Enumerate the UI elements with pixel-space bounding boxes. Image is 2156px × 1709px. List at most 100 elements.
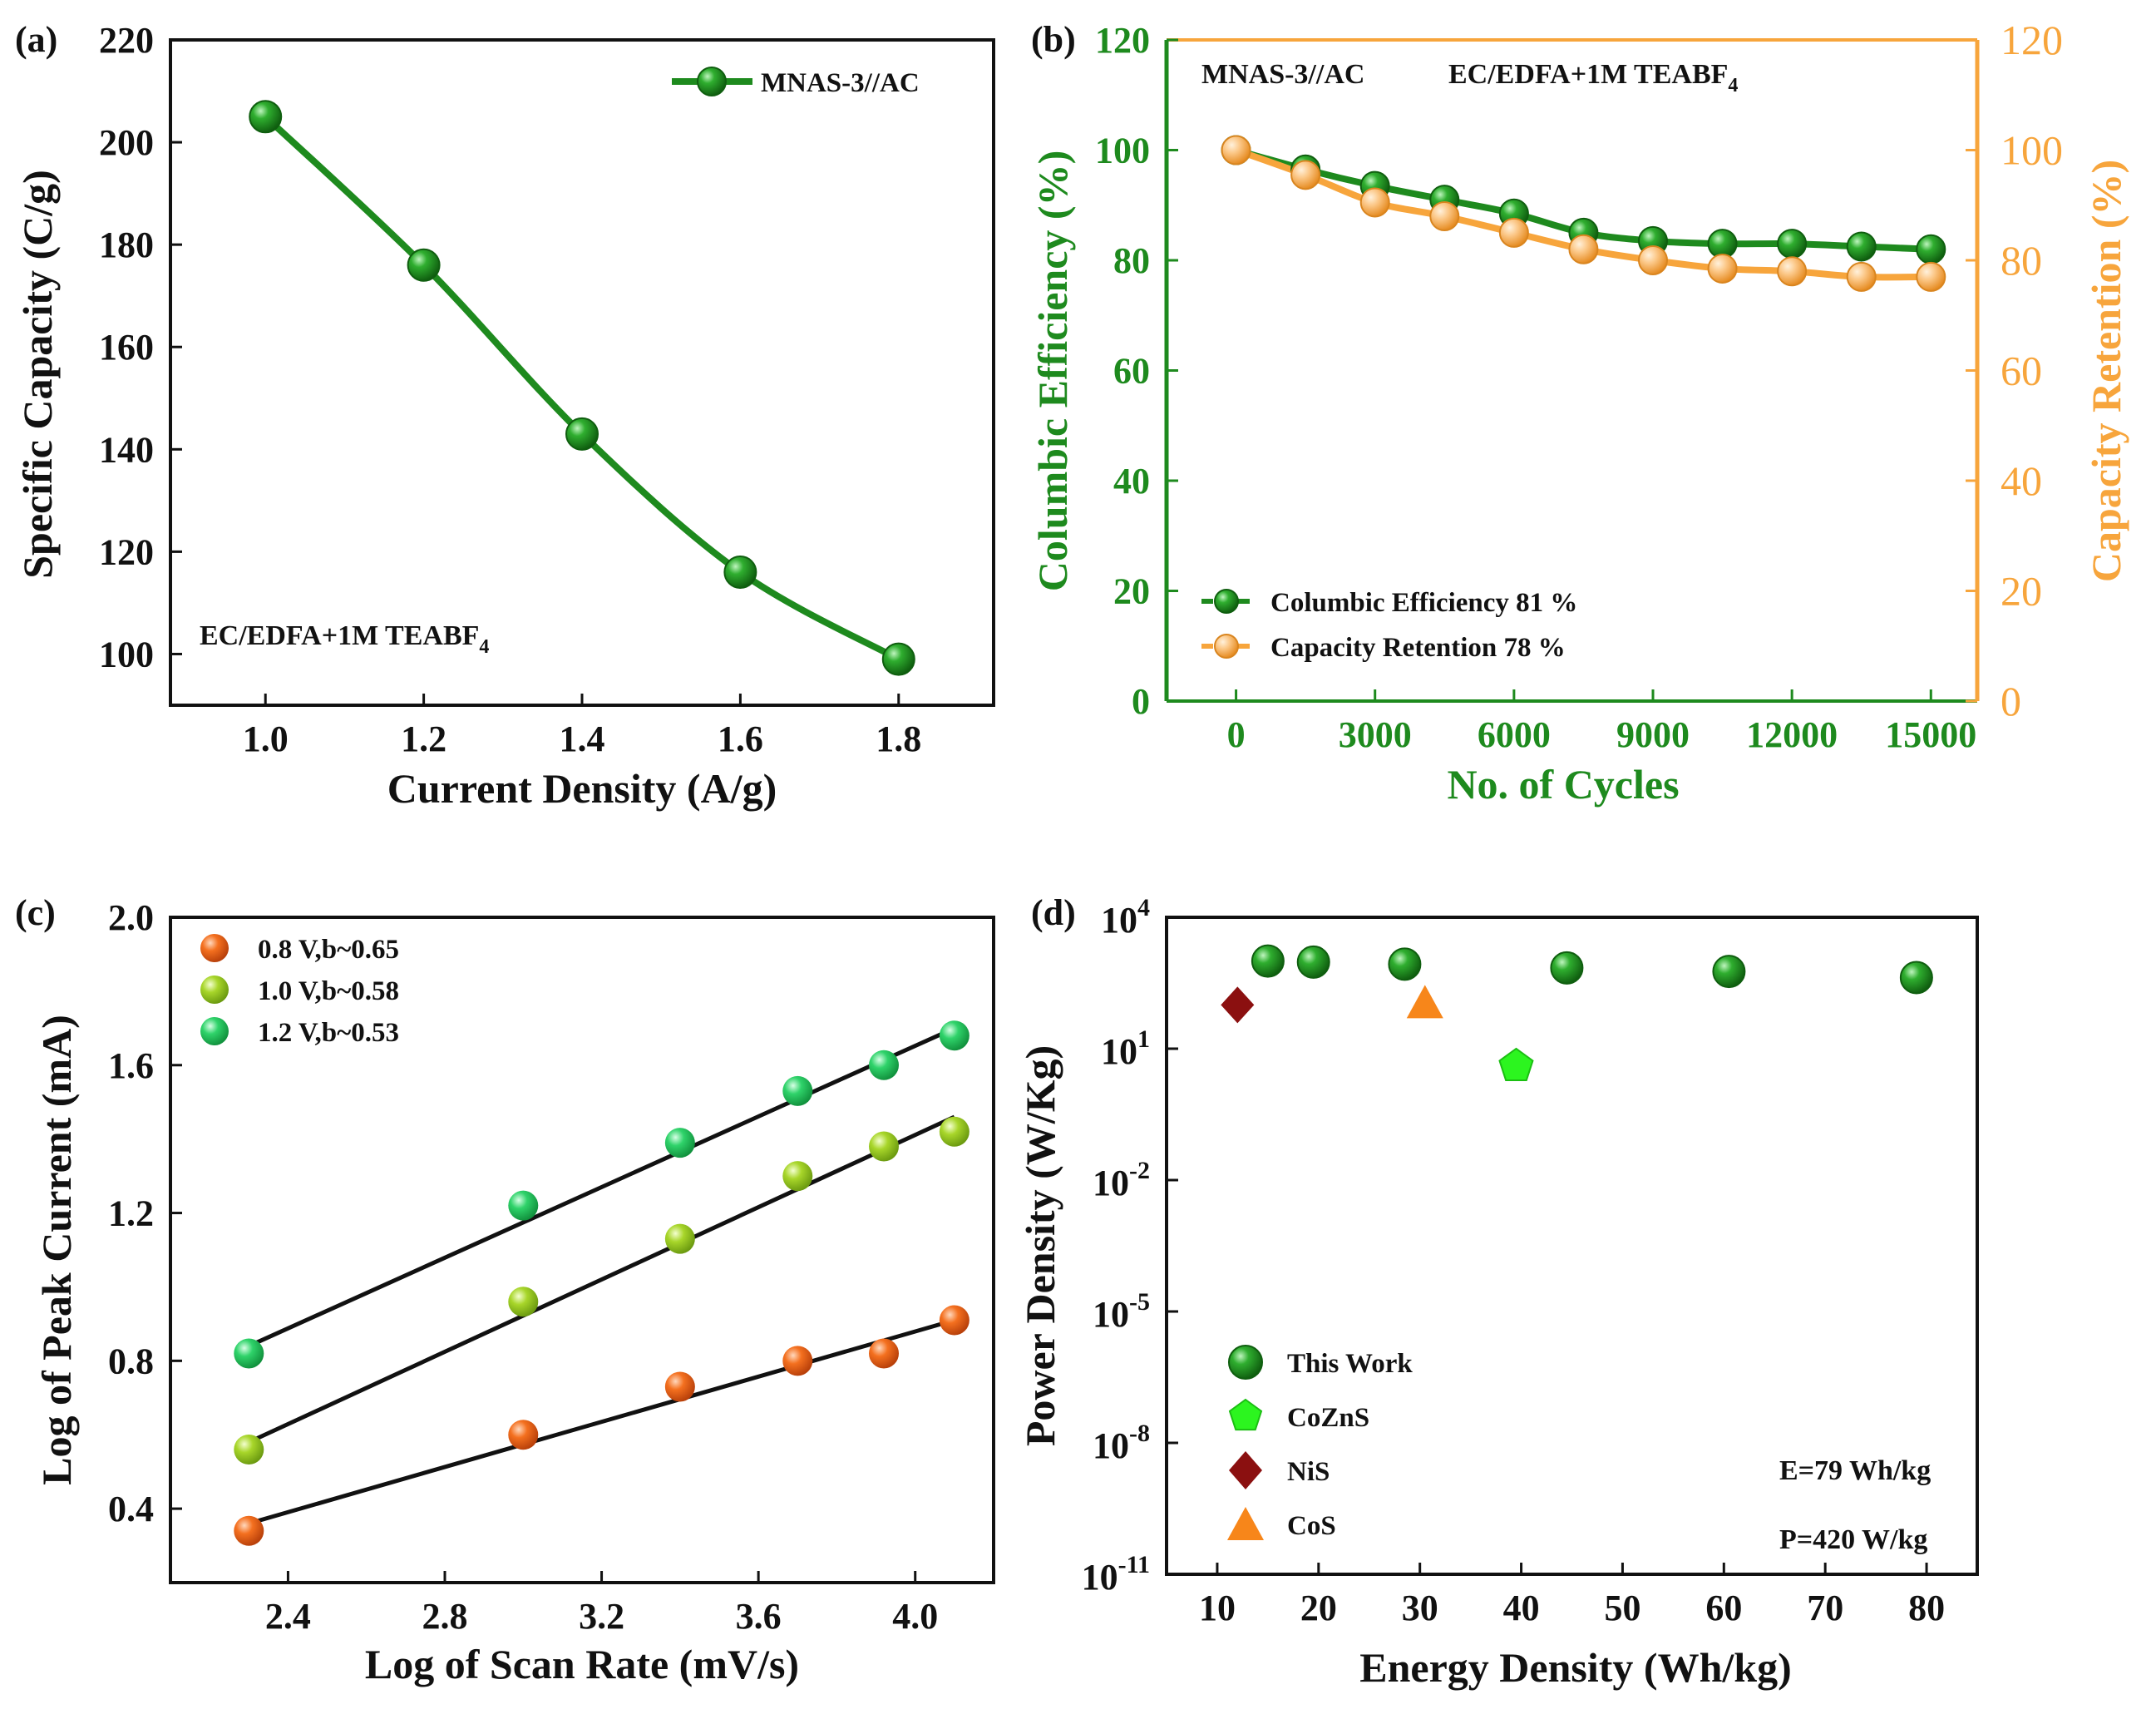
panel-d-xtick-label: 60 bbox=[1705, 1588, 1742, 1628]
panel-d-ytick-label: 10-5 bbox=[1093, 1288, 1150, 1335]
panel-b: (b) 0 3000 6000 9000 12000 15000 0 0 20 20 40 40 60 6… bbox=[1029, 17, 2129, 808]
panel-c-ytick-label: 2.0 bbox=[108, 897, 154, 938]
panel-d-frame bbox=[1165, 916, 1979, 1576]
panel-b-xtick-label: 0 bbox=[1227, 714, 1246, 755]
panel-c-ticks: 2.4 2.8 3.2 3.6 4.0 0.4 0.8 1.2 1.6 2.0 bbox=[108, 897, 938, 1637]
panel-b-cr-point bbox=[1359, 187, 1390, 218]
panel-a-xtick-label: 1.4 bbox=[560, 719, 605, 759]
panel-b-label: (b) bbox=[1031, 19, 1076, 60]
legend-label-this-work: This Work bbox=[1287, 1349, 1413, 1379]
panel-d-point-this-work bbox=[1296, 945, 1330, 979]
panel-c-xtick-label: 2.8 bbox=[422, 1596, 468, 1637]
panel-c-point-10v bbox=[782, 1161, 813, 1192]
panel-b-cr-point bbox=[1221, 135, 1251, 165]
legend-label-10v: 1.0 V,b~0.58 bbox=[258, 976, 399, 1006]
panel-b-xtick-label: 3000 bbox=[1339, 714, 1412, 755]
panel-b-cr-point bbox=[1638, 245, 1668, 275]
panel-c-xtick-label: 3.2 bbox=[579, 1596, 624, 1637]
panel-b-xlabel: No. of Cycles bbox=[1447, 761, 1679, 808]
panel-d-xtick-label: 20 bbox=[1300, 1588, 1337, 1628]
panel-d-xtick-label: 70 bbox=[1807, 1588, 1843, 1628]
panel-a-point bbox=[249, 100, 283, 134]
panel-a-ytick-label: 100 bbox=[99, 634, 154, 674]
panel-d-point-this-work bbox=[1388, 947, 1422, 981]
panel-d-xtick-label: 30 bbox=[1402, 1588, 1438, 1628]
panel-b-ytick-label-right: 100 bbox=[2001, 127, 2063, 174]
panel-d-annotation-e: E=79 Wh/kg bbox=[1779, 1455, 1931, 1486]
panel-b-ytick-label-right: 20 bbox=[2001, 568, 2042, 615]
panel-c-ytick-label: 0.8 bbox=[108, 1341, 154, 1381]
panel-c-point-10v bbox=[234, 1435, 264, 1465]
panel-a-legend: MNAS-3//AC bbox=[672, 67, 920, 98]
panel-a-ylabel: Specific Capacity (C/g) bbox=[14, 170, 61, 579]
legend-marker-this-work bbox=[1228, 1345, 1263, 1380]
panel-c-point-10v bbox=[869, 1131, 899, 1162]
panel-a-ytick-label: 160 bbox=[99, 327, 154, 368]
panel-c-point-12v bbox=[664, 1128, 695, 1158]
panel-b-annotation-right: EC/EDFA+1M TEABF4 bbox=[1448, 59, 1738, 96]
panel-c-label: (c) bbox=[15, 892, 56, 933]
legend-label-cozns: CoZnS bbox=[1287, 1403, 1369, 1433]
panel-b-ytick-label-right: 40 bbox=[2001, 457, 2042, 504]
panel-c-point-12v bbox=[508, 1190, 539, 1221]
panel-b-cr-point bbox=[1707, 253, 1738, 284]
panel-c-point-08v bbox=[869, 1338, 899, 1369]
legend-marker-nis bbox=[1229, 1451, 1262, 1489]
panel-d-xlabel: Energy Density (Wh/kg) bbox=[1359, 1644, 1791, 1691]
panel-a-ytick-label: 220 bbox=[99, 20, 154, 61]
legend-label-cos: CoS bbox=[1287, 1511, 1336, 1541]
panel-a-xtick-label: 1.2 bbox=[401, 719, 446, 759]
panel-c-point-10v bbox=[664, 1223, 695, 1254]
panel-b-ytick-label-left: 40 bbox=[1113, 461, 1150, 501]
panel-a-ticks: 1.0 1.2 1.4 1.6 1.8 100 120 140 160 180 200 220 bbox=[99, 20, 921, 759]
panel-c-point-12v bbox=[782, 1075, 813, 1106]
panel-c-point-12v bbox=[234, 1338, 264, 1369]
panel-b-ce-point bbox=[1846, 231, 1877, 262]
panel-b-ytick-label-left: 0 bbox=[1132, 681, 1150, 722]
panel-a: (a) 1.0 1.2 1.4 1.6 1.8 100 120 140 160 180 200 220… bbox=[14, 19, 995, 812]
panel-a-xlabel: Current Density (A/g) bbox=[387, 765, 777, 812]
panel-d-point-nis bbox=[1221, 986, 1255, 1024]
panel-b-cr-point bbox=[1429, 201, 1460, 231]
panel-d-xtick-label: 10 bbox=[1199, 1588, 1236, 1628]
panel-b-xtick-label: 6000 bbox=[1478, 714, 1551, 755]
panel-b-cr-point bbox=[1290, 160, 1321, 190]
panel-d-point-this-work bbox=[1550, 951, 1584, 985]
panel-a-xtick-label: 1.0 bbox=[243, 719, 289, 759]
panel-c-frame bbox=[169, 916, 995, 1584]
panel-c-xtick-label: 4.0 bbox=[892, 1596, 938, 1637]
panel-a-point bbox=[407, 248, 441, 282]
legend-marker-cr bbox=[1214, 634, 1239, 659]
panel-d-ticks: 10 20 30 40 50 60 70 80 104 101 10-2 10-5 10-8 10-11 bbox=[1082, 894, 1945, 1628]
panel-d-ytick-label: 10-11 bbox=[1082, 1551, 1150, 1598]
panel-b-cr-point bbox=[1568, 234, 1599, 264]
legend-marker-10v bbox=[200, 976, 229, 1004]
panel-a-annotation: EC/EDFA+1M TEABF4 bbox=[200, 620, 489, 658]
panel-c: (c) 2.4 2.8 3.2 3.6 4.0 0.4 0.8 1.2 1.6 2.0 Log o… bbox=[15, 892, 995, 1687]
legend-marker-cos bbox=[1227, 1507, 1264, 1540]
panel-b-cr-point bbox=[1846, 261, 1877, 292]
panel-c-xtick-label: 2.4 bbox=[265, 1596, 311, 1637]
panel-d-xtick-label: 50 bbox=[1604, 1588, 1640, 1628]
panel-c-fit-line bbox=[248, 1114, 955, 1445]
legend-label-cr: Capacity Retention 78 % bbox=[1270, 633, 1566, 663]
panel-b-ytick-label-left: 60 bbox=[1113, 351, 1150, 392]
legend-label-nis: NiS bbox=[1287, 1457, 1330, 1487]
legend-marker-cozns bbox=[1228, 1398, 1263, 1431]
panel-d-xtick-label: 80 bbox=[1908, 1588, 1945, 1628]
panel-c-point-12v bbox=[869, 1050, 899, 1080]
panel-d-label: (d) bbox=[1031, 892, 1076, 933]
legend-label-ce: Columbic Efficiency 81 % bbox=[1270, 588, 1577, 618]
panel-b-ytick-label-left: 100 bbox=[1095, 131, 1150, 171]
panel-a-point bbox=[565, 417, 599, 451]
panel-d-ytick-label: 101 bbox=[1101, 1025, 1150, 1072]
panel-d-point-this-work bbox=[1712, 955, 1746, 989]
panel-d-ytick-label: 104 bbox=[1101, 894, 1150, 941]
panel-d-annotation-p: P=420 W/kg bbox=[1779, 1524, 1927, 1555]
panel-c-ytick-label: 0.4 bbox=[108, 1489, 154, 1529]
panel-b-xtick-label: 15000 bbox=[1885, 714, 1976, 755]
panel-d-point-cozns bbox=[1498, 1047, 1534, 1081]
legend-marker-12v bbox=[200, 1017, 229, 1045]
panel-c-point-08v bbox=[508, 1420, 539, 1450]
panel-b-xtick-label: 12000 bbox=[1746, 714, 1838, 755]
